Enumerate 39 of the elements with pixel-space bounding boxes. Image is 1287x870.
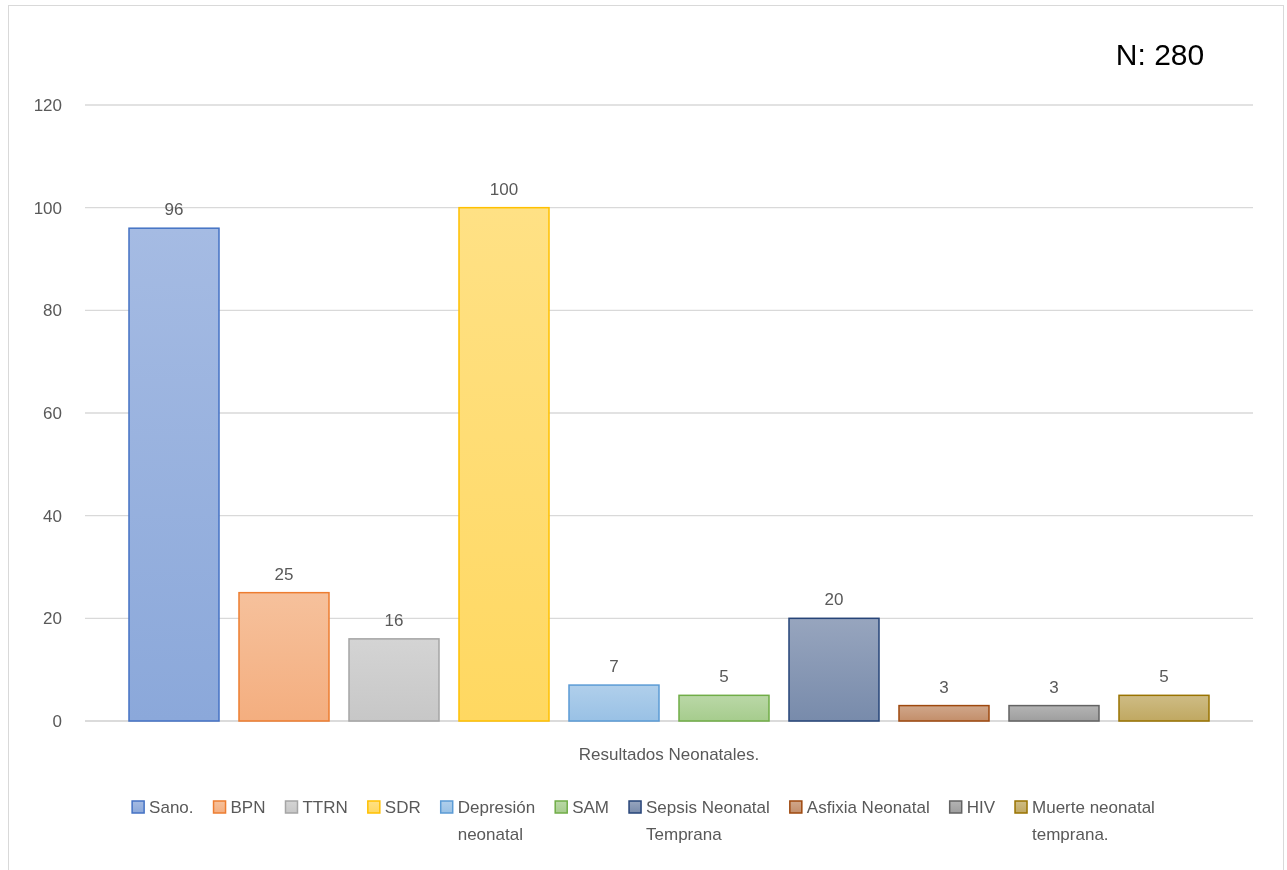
- y-tick-label: 120: [33, 95, 62, 115]
- legend-label: SDR: [384, 798, 421, 817]
- data-label: 7: [609, 657, 619, 677]
- bar: [788, 617, 880, 722]
- data-label: 20: [824, 590, 844, 610]
- bar: [238, 591, 330, 722]
- legend-label: Depresión neonatal: [457, 798, 536, 844]
- y-tick-label: 0: [52, 711, 62, 731]
- bar: [1118, 694, 1210, 722]
- bar: [458, 206, 550, 722]
- bar: [128, 227, 220, 722]
- legend-label: Sano.: [149, 798, 194, 817]
- text: N: 280: [1115, 38, 1205, 71]
- data-label: 25: [274, 564, 294, 584]
- legend-label: Asfixia Neonatal: [806, 798, 930, 817]
- y-tick-label: 60: [43, 403, 62, 423]
- y-tick-label: 80: [43, 301, 62, 321]
- data-label: 100: [489, 179, 519, 199]
- bar: [1008, 704, 1100, 722]
- data-label: 96: [164, 200, 184, 220]
- legend-label: Sepsis Neonatal Temprana: [646, 798, 770, 844]
- data-label: 3: [1049, 677, 1059, 697]
- legend-label: Muerte neonatal temprana.: [1032, 798, 1155, 844]
- x-tick-label: Resultados Neonatales.: [578, 745, 760, 764]
- data-label: 5: [1159, 667, 1169, 687]
- bar: [348, 638, 440, 722]
- data-label: 5: [719, 667, 729, 687]
- bar: [678, 694, 770, 722]
- data-label: 16: [384, 610, 404, 630]
- y-tick-label: 40: [43, 506, 62, 526]
- data-label: 3: [939, 677, 949, 697]
- bar: [568, 684, 660, 722]
- y-tick-label: 100: [33, 198, 62, 218]
- bar: [898, 704, 990, 722]
- legend-label: BPN: [230, 798, 266, 817]
- y-tick-label: 20: [43, 609, 62, 629]
- legend-label: SAM: [572, 798, 610, 817]
- legend-label: TTRN: [302, 798, 348, 817]
- legend-label: HIV: [966, 798, 996, 817]
